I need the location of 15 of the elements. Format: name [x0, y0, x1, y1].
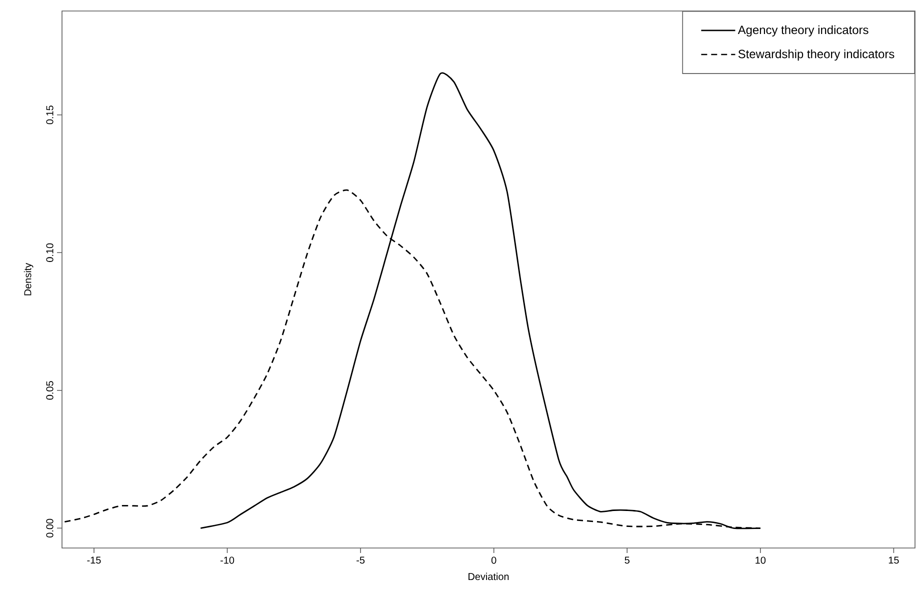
x-tick-label: 5	[624, 556, 630, 564]
x-tick-label: -5	[356, 556, 365, 564]
y-tick-label: 0.10	[46, 243, 54, 262]
legend-label: Agency theory indicators	[738, 25, 868, 36]
y-axis-title: Density	[24, 262, 34, 296]
y-tick-label: 0.15	[46, 106, 54, 124]
y-tick-label: 0.05	[46, 381, 54, 400]
x-tick-label: 0	[491, 556, 496, 564]
x-tick-label: 15	[888, 556, 899, 564]
y-tick-label: 0.00	[46, 518, 54, 538]
x-tick-label: -10	[220, 556, 234, 564]
legend-label: Stewardship theory indicators	[738, 49, 894, 61]
x-tick-label: 10	[756, 556, 766, 564]
x-tick-label: -15	[87, 556, 101, 564]
x-axis-title: Deviation	[468, 572, 509, 580]
